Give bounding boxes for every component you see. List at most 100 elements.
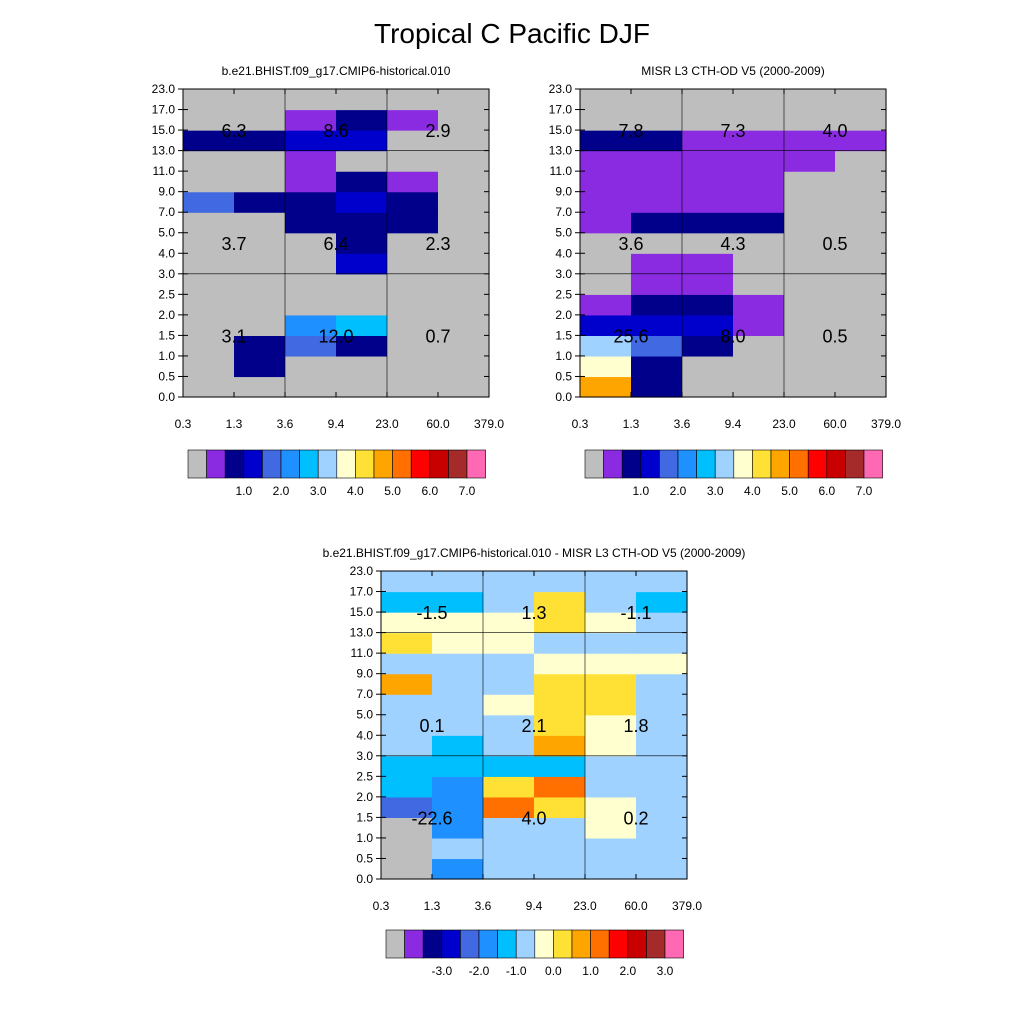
heatmap-cell — [285, 355, 337, 378]
y-tick-label: 2.5 — [356, 769, 373, 783]
heatmap-cell — [585, 735, 637, 757]
heatmap-cell — [784, 294, 836, 316]
colorbar-swatch — [385, 929, 405, 959]
heatmap-cell — [183, 314, 235, 336]
heatmap-cell — [483, 735, 535, 757]
colorbar-swatch — [752, 449, 772, 479]
heatmap-cell — [636, 612, 688, 634]
colorbar-swatch — [733, 449, 753, 479]
colorbar-label: 4.0 — [347, 484, 364, 498]
heatmap-cell — [387, 294, 439, 316]
heatmap-cell — [733, 171, 785, 193]
colorbar-label: 1.0 — [582, 964, 599, 978]
x-tick-label: 0.3 — [572, 417, 589, 431]
heatmap-cell — [183, 376, 235, 398]
heatmap-cell — [183, 109, 235, 131]
group-value-label: -1.5 — [416, 603, 447, 623]
heatmap-cell — [682, 89, 734, 111]
y-tick-label: 1.5 — [555, 328, 572, 342]
colorbar-label: 1.0 — [235, 484, 252, 498]
heatmap-cell — [387, 89, 439, 111]
heatmap-cell — [381, 612, 433, 634]
heatmap-cell — [234, 355, 286, 378]
y-tick-label: 3.0 — [158, 267, 175, 281]
panel-difference: b.e21.BHIST.f09_g17.CMIP6-historical.010… — [323, 546, 746, 978]
group-value-label: 0.5 — [822, 234, 847, 254]
group-value-label: 3.7 — [221, 234, 246, 254]
heatmap-cell — [682, 253, 734, 275]
y-tick-label: 1.0 — [158, 349, 175, 363]
group-value-label: 3.1 — [221, 326, 246, 346]
y-tick-label: 2.0 — [555, 308, 572, 322]
heatmap-cell — [483, 796, 535, 818]
heatmap-cell — [835, 314, 887, 336]
panel-title: MISR L3 CTH-OD V5 (2000-2009) — [641, 64, 824, 78]
y-tick-label: 0.5 — [555, 369, 572, 383]
group-value-label: 0.5 — [822, 326, 847, 346]
heatmap-cell — [432, 858, 484, 880]
heatmap-cell — [381, 653, 433, 675]
y-tick-label: 11.0 — [550, 164, 573, 178]
x-tick-label: 3.6 — [475, 899, 492, 913]
heatmap-cell — [682, 212, 734, 234]
colorbar-swatch — [404, 929, 424, 959]
heatmap-cell — [580, 109, 632, 131]
heatmap-cell — [483, 673, 535, 695]
heatmap-cell — [285, 150, 337, 172]
group-value-label: 0.7 — [425, 326, 450, 346]
heatmap-cell — [585, 612, 637, 634]
heatmap-cell — [438, 150, 490, 172]
heatmap-cell — [438, 89, 490, 111]
heatmap-cell — [432, 755, 484, 777]
heatmap-cell — [534, 776, 586, 798]
heatmap-cell — [682, 273, 734, 295]
heatmap-cell — [585, 714, 637, 736]
heatmap-cell — [285, 212, 337, 234]
heatmap-cell — [733, 355, 785, 378]
y-tick-label: 0.0 — [356, 872, 373, 886]
colorbar-swatch — [441, 929, 461, 959]
colorbar-swatch — [336, 449, 356, 479]
colorbar-swatch — [206, 449, 226, 479]
heatmap-cell — [636, 714, 688, 736]
heatmap-cell — [580, 89, 632, 111]
heatmap-cell — [682, 150, 734, 172]
heatmap-cell — [636, 735, 688, 757]
colorbar-swatch — [640, 449, 660, 479]
heatmap-cell — [733, 232, 785, 254]
heatmap-cell — [631, 109, 683, 131]
heatmap-cell — [183, 212, 235, 234]
colorbar-label: 3.0 — [310, 484, 327, 498]
heatmap-cell — [483, 632, 535, 654]
heatmap-cell — [234, 273, 286, 295]
group-value-label: 0.1 — [419, 716, 444, 736]
heatmap-cell — [387, 273, 439, 295]
colorbar-swatch — [429, 449, 449, 479]
heatmap-cell — [381, 673, 433, 695]
heatmap-cell — [585, 673, 637, 695]
heatmap-cell — [438, 232, 490, 254]
heatmap-cell — [534, 755, 586, 777]
group-value-label: 2.3 — [425, 234, 450, 254]
heatmap-cell — [285, 171, 337, 193]
heatmap-cell — [534, 796, 586, 818]
heatmap-cell — [835, 355, 887, 378]
heatmap-cell — [636, 837, 688, 860]
heatmap-cell — [183, 89, 235, 111]
heatmap-cell — [835, 130, 887, 152]
heatmap-cell — [835, 253, 887, 275]
heatmap-cell — [631, 171, 683, 193]
heatmap-cell — [835, 150, 887, 172]
heatmap-cell — [534, 817, 586, 839]
y-tick-label: 7.0 — [555, 205, 572, 219]
y-tick-label: 2.5 — [555, 287, 572, 301]
colorbar-swatch — [770, 449, 790, 479]
group-value-label: 4.0 — [822, 121, 847, 141]
colorbar-label: 1.0 — [632, 484, 649, 498]
x-tick-label: 9.4 — [725, 417, 742, 431]
x-tick-label: 23.0 — [375, 417, 399, 431]
heatmap-cell — [483, 571, 535, 593]
heatmap-cell — [733, 109, 785, 131]
heatmap-cell — [285, 376, 337, 398]
heatmap-cell — [631, 335, 683, 357]
